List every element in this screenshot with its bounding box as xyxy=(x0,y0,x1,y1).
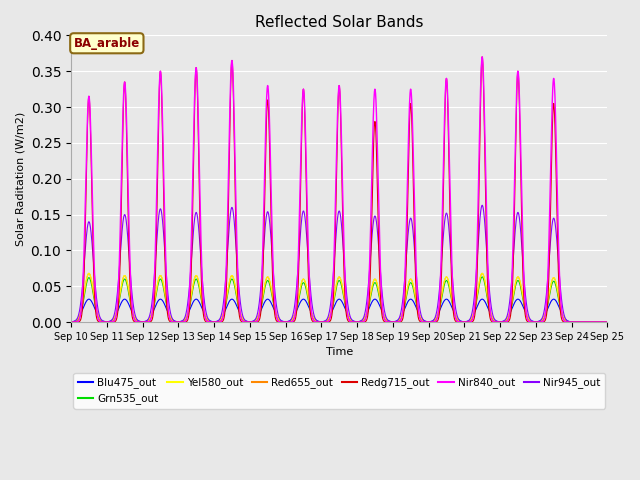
Nir840_out xyxy=(296,190,304,196)
Redg715_out xyxy=(593,319,601,325)
Nir840_out xyxy=(604,319,611,325)
Red655_out xyxy=(129,309,136,314)
Yel580_out xyxy=(67,319,75,325)
Nir945_out xyxy=(478,203,486,208)
Red655_out xyxy=(161,287,168,292)
Nir840_out xyxy=(478,54,486,60)
Line: Grn535_out: Grn535_out xyxy=(71,277,607,322)
Nir840_out xyxy=(593,319,601,325)
Yel580_out xyxy=(85,270,93,276)
Blu475_out xyxy=(85,296,93,302)
Nir945_out xyxy=(593,319,601,325)
Yel580_out xyxy=(273,312,281,318)
Nir840_out xyxy=(67,319,75,325)
Blu475_out xyxy=(604,319,611,325)
Line: Nir840_out: Nir840_out xyxy=(71,57,607,322)
Grn535_out xyxy=(67,319,75,325)
Red655_out xyxy=(296,287,304,292)
Yel580_out xyxy=(593,319,601,325)
Blu475_out xyxy=(67,319,75,325)
Y-axis label: Solar Raditation (W/m2): Solar Raditation (W/m2) xyxy=(15,111,25,246)
Red655_out xyxy=(85,270,93,276)
Nir945_out xyxy=(273,304,280,310)
Red655_out xyxy=(273,313,281,319)
Blu475_out xyxy=(296,300,304,305)
Yel580_out xyxy=(129,306,136,312)
Nir945_out xyxy=(67,319,75,325)
Redg715_out xyxy=(67,319,75,325)
Nir945_out xyxy=(535,319,543,324)
Grn535_out xyxy=(604,319,611,325)
Grn535_out xyxy=(273,313,280,319)
Grn535_out xyxy=(593,319,601,325)
Blu475_out xyxy=(161,300,168,306)
Nir840_out xyxy=(160,185,168,191)
Line: Nir945_out: Nir945_out xyxy=(71,205,607,322)
Text: BA_arable: BA_arable xyxy=(74,37,140,50)
Red655_out xyxy=(535,319,543,325)
Yel580_out xyxy=(535,319,543,324)
Line: Blu475_out: Blu475_out xyxy=(71,299,607,322)
Line: Yel580_out: Yel580_out xyxy=(71,273,607,322)
Redg715_out xyxy=(604,319,611,325)
Nir945_out xyxy=(160,237,168,243)
Blu475_out xyxy=(273,312,281,318)
Red655_out xyxy=(593,319,601,325)
Title: Reflected Solar Bands: Reflected Solar Bands xyxy=(255,15,424,30)
Yel580_out xyxy=(604,319,611,325)
Redg715_out xyxy=(160,214,168,220)
Redg715_out xyxy=(273,318,280,324)
Grn535_out xyxy=(129,309,136,314)
Blu475_out xyxy=(593,319,601,325)
Grn535_out xyxy=(160,288,168,294)
Nir840_out xyxy=(129,304,136,310)
Yel580_out xyxy=(161,285,168,291)
Blu475_out xyxy=(535,318,543,324)
Nir945_out xyxy=(129,293,136,299)
Legend: Blu475_out, Grn535_out, Yel580_out, Red655_out, Redg715_out, Nir840_out, Nir945_: Blu475_out, Grn535_out, Yel580_out, Red6… xyxy=(74,373,605,408)
Nir945_out xyxy=(604,319,611,325)
Grn535_out xyxy=(535,319,543,325)
Grn535_out xyxy=(478,274,486,280)
Blu475_out xyxy=(129,310,136,315)
Redg715_out xyxy=(296,216,304,222)
Redg715_out xyxy=(478,54,486,60)
Redg715_out xyxy=(535,319,543,325)
Nir840_out xyxy=(535,319,543,325)
X-axis label: Time: Time xyxy=(326,348,353,358)
Yel580_out xyxy=(296,285,304,291)
Grn535_out xyxy=(296,290,304,296)
Line: Red655_out: Red655_out xyxy=(71,273,607,322)
Red655_out xyxy=(67,319,75,325)
Line: Redg715_out: Redg715_out xyxy=(71,57,607,322)
Nir945_out xyxy=(296,237,304,243)
Nir840_out xyxy=(273,314,280,320)
Redg715_out xyxy=(129,314,136,320)
Red655_out xyxy=(604,319,611,325)
